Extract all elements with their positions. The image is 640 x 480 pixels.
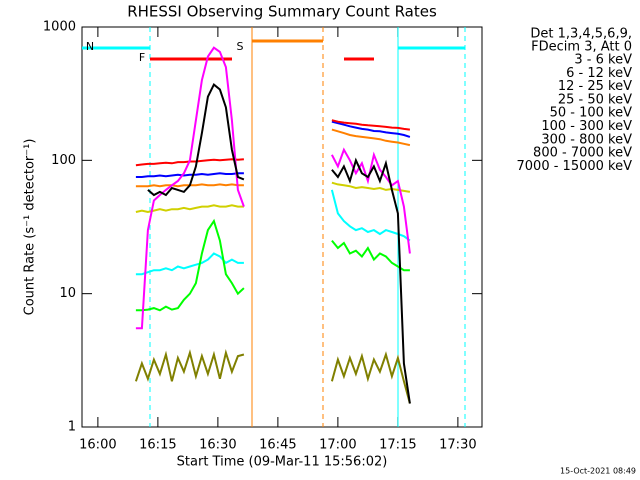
legend-entry: 6 - 12 keV	[566, 66, 632, 81]
legend-entry: 3 - 6 keV	[574, 53, 632, 68]
chart-title: RHESSI Observing Summary Count Rates	[127, 3, 437, 21]
series-line	[135, 218, 410, 312]
x-tick-label: 17:00	[319, 438, 356, 453]
x-tick-label: 16:15	[139, 438, 176, 453]
x-tick-label: 16:30	[199, 438, 236, 453]
y-tick-label: 1	[68, 420, 76, 435]
series-line	[135, 181, 411, 214]
legend-entry: 800 - 7000 keV	[533, 146, 632, 161]
x-tick-label: 17:15	[379, 438, 416, 453]
series-line	[147, 83, 411, 404]
x-tick-label: 16:45	[259, 438, 296, 453]
legend-title: FDecim 3, Att 0	[531, 40, 632, 55]
x-tick-label: 17:30	[439, 438, 476, 453]
y-axis-label: Count Rate (s⁻¹ detector⁻¹)	[23, 139, 38, 316]
series-line	[135, 46, 411, 330]
legend-title: Det 1,3,4,5,6,9,	[530, 27, 632, 42]
y-tick-label: 100	[51, 153, 76, 168]
y-tick-label: 1000	[43, 20, 76, 35]
series-line	[134, 349, 411, 404]
flag-label: S	[237, 40, 244, 53]
legend-entry: 100 - 300 keV	[541, 119, 632, 134]
flag-label: N	[86, 40, 94, 53]
legend-entry: 12 - 25 keV	[558, 79, 632, 94]
flag-label: F	[139, 51, 145, 64]
series-line	[135, 120, 411, 178]
legend-entry: 50 - 100 keV	[550, 106, 633, 121]
footer: 15-Oct-2021 08:49	[560, 467, 636, 476]
legend-entry: 300 - 800 keV	[541, 132, 632, 147]
legend-entry: 25 - 50 keV	[558, 92, 632, 107]
y-tick-label: 10	[59, 286, 76, 301]
series-line	[135, 189, 411, 276]
x-axis-label: Start Time (09-Mar-11 15:56:02)	[177, 455, 388, 470]
legend-entry: 7000 - 15000 keV	[517, 159, 633, 174]
plot-frame	[81, 26, 483, 428]
x-tick-label: 16:00	[79, 438, 116, 453]
